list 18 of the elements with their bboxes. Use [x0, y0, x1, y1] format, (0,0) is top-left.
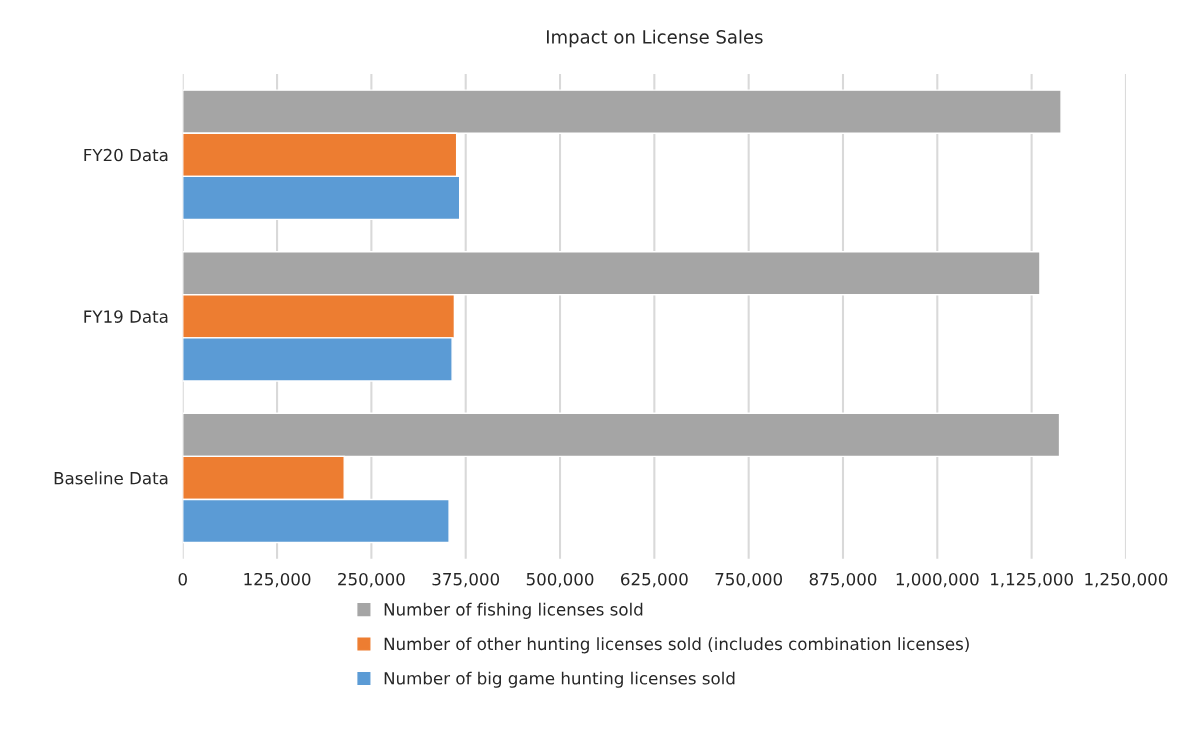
x-tick-label: 0	[178, 572, 187, 586]
x-tick-label: 750,000	[715, 572, 783, 588]
x-tick-label: 1,000,000	[896, 572, 979, 588]
x-tick-label: 250,000	[338, 572, 405, 588]
y-tick-label: FY19 Data	[84, 310, 168, 323]
legend-label: Number of fishing licenses sold	[384, 602, 643, 619]
x-tick-label: 1,250,000	[1085, 572, 1168, 588]
y-tick-label: Baseline Data	[54, 471, 168, 485]
chart-title: Impact on License Sales	[546, 29, 763, 48]
y-tick-label: FY20 Data	[84, 148, 168, 162]
x-tick-label: 875,000	[809, 572, 877, 588]
x-tick-label: 500,000	[526, 572, 594, 588]
legend-label: Number of big game hunting licenses sold	[384, 671, 735, 688]
x-tick-label: 625,000	[621, 572, 688, 588]
x-tick-label: 125,000	[244, 572, 311, 588]
x-tick-label: 375,000	[432, 572, 500, 588]
legend-label: Number of other hunting licenses sold (includes combination licenses)	[384, 637, 969, 654]
x-tick-label: 1,125,000	[991, 572, 1073, 588]
